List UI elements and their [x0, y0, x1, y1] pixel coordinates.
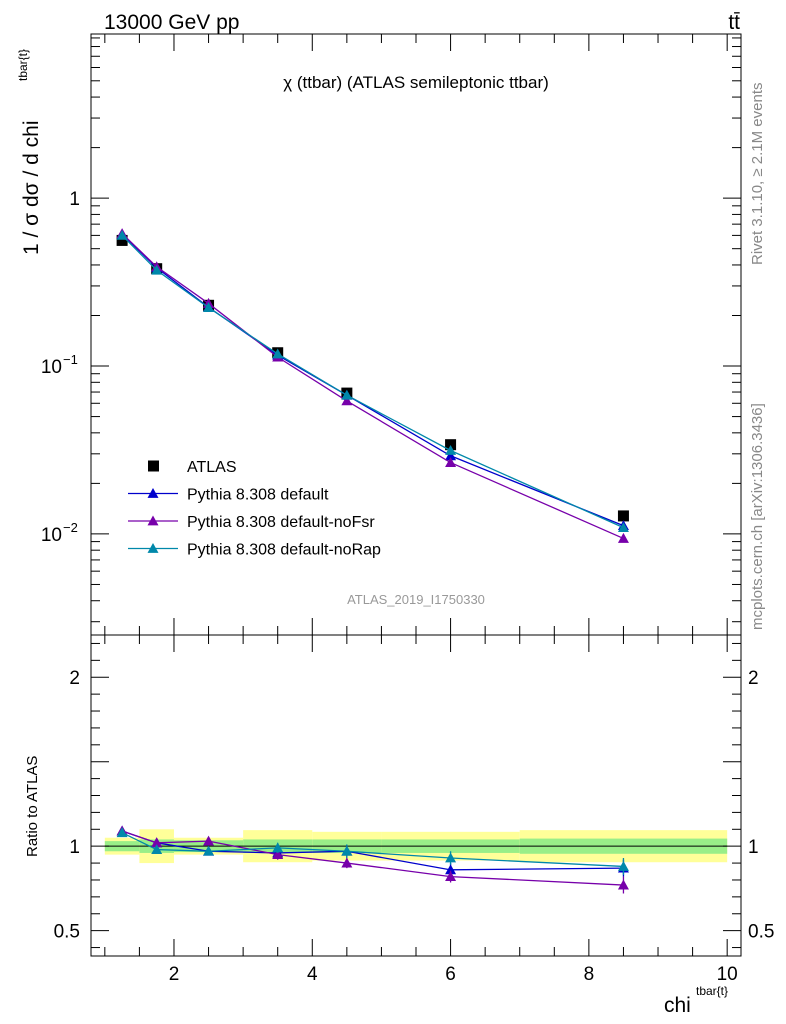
series-marker	[445, 450, 457, 461]
x-tick-labels: 2 4 6 8 10	[169, 964, 738, 985]
ratio-y-axis-label: Ratio to ATLAS	[24, 756, 41, 857]
series-marker	[617, 532, 629, 543]
x-axis-label-text: chi	[664, 994, 691, 1017]
ratio-marker	[341, 857, 353, 868]
legend-item: ATLAS	[148, 459, 237, 476]
header-right-text: tt̄	[728, 11, 740, 34]
ratio-marker	[272, 842, 284, 853]
x-tick-label: 6	[445, 964, 456, 985]
legend-marker	[148, 460, 159, 472]
series-marker	[341, 389, 353, 400]
ratio-marker	[341, 845, 353, 856]
ratio-marker	[617, 860, 629, 871]
x-axis-label: chi tbar{t}	[664, 984, 728, 1017]
legend: ATLAS Pythia 8.308 default Pythia 8.308 de…	[128, 459, 381, 559]
x-tick-label: 10	[717, 964, 738, 985]
ratio-y-tick-label: 2	[69, 668, 80, 689]
ratio-y-tick-labels: 0.5 0.5 1 1 2 2	[54, 668, 775, 942]
ratio-y-tick-label: 1	[69, 837, 80, 858]
header-left-text: 13000 GeV pp	[104, 11, 239, 34]
series-marker	[116, 229, 128, 240]
legend-item: Pythia 8.308 default-noFsr	[128, 514, 375, 531]
ratio-y-tick-label-right: 1	[748, 837, 759, 858]
ratio-marker	[272, 849, 284, 860]
legend-marker	[147, 515, 159, 526]
legend-marker	[147, 488, 159, 498]
legend-marker	[147, 543, 159, 553]
ratio-marker	[203, 845, 215, 856]
rivet-version-text: Rivet 3.1.10, ≥ 2.1M events	[749, 83, 766, 266]
main-y-tick-exponent: −1	[63, 352, 78, 367]
x-tick-label: 2	[169, 964, 180, 985]
series-marker	[151, 264, 163, 275]
series-marker	[617, 522, 629, 533]
main-series	[116, 228, 629, 543]
series-marker	[445, 457, 457, 467]
main-y-tick-label: 1	[69, 189, 80, 210]
ratio-marker	[151, 844, 163, 854]
data-point	[445, 439, 457, 451]
ratio-marker	[445, 864, 457, 875]
ratio-y-tick-label-right: 0.5	[748, 922, 774, 943]
legend-item: Pythia 8.308 default-noRap	[128, 542, 381, 559]
ratio-panel: 0.5 0.5 1 1 2 2 2 4 6 8 10 Ratio to ATLAS chi tba…	[24, 634, 775, 1017]
ratio-marker	[151, 837, 163, 848]
ratio-y-tick-label: 0.5	[54, 922, 80, 943]
main-y-axis-label-text: 1 / σ dσ / d chi	[20, 121, 43, 255]
ratio-plot-frame	[90, 634, 742, 957]
main-panel: 110−110−2 χ (ttbar) (ATLAS semileptonic …	[16, 33, 742, 636]
series-marker	[203, 302, 215, 312]
ratio-y-tick-label-right: 2	[748, 668, 759, 689]
series-line	[121, 233, 624, 527]
main-title: χ (ttbar) (ATLAS semileptonic ttbar)	[283, 73, 549, 92]
watermark: ATLAS_2019_I1750330	[347, 592, 485, 607]
legend-label: Pythia 8.308 default	[187, 487, 329, 504]
main-y-tick-exponent: −2	[63, 520, 78, 535]
legend-label: Pythia 8.308 default-noRap	[187, 542, 381, 559]
ratio-axis-ticks	[91, 635, 741, 956]
ratio-marker	[445, 871, 457, 881]
ratio-marker	[203, 835, 215, 846]
legend-item: Pythia 8.308 default	[128, 487, 329, 504]
ratio-series	[116, 825, 629, 894]
main-axis-ticks	[91, 34, 741, 635]
series-1	[116, 228, 629, 531]
ratio-marker	[116, 827, 128, 838]
series-marker	[341, 395, 353, 406]
main-y-tick-label: 10	[41, 525, 62, 546]
legend-label: Pythia 8.308 default-noFsr	[187, 514, 375, 531]
ratio-marker	[445, 852, 457, 863]
data-point	[617, 510, 629, 522]
main-y-tick-label: 10	[41, 357, 62, 378]
x-tick-label: 4	[307, 964, 318, 985]
series-line	[121, 234, 624, 529]
x-tick-label: 8	[584, 964, 595, 985]
legend-label: ATLAS	[187, 459, 237, 476]
data-point	[116, 234, 128, 246]
series-3	[116, 229, 629, 533]
series-marker	[272, 348, 284, 359]
series-marker	[445, 444, 457, 455]
x-axis-label-sup: tbar{t}	[696, 984, 728, 998]
ratio-marker	[617, 879, 629, 890]
mcplots-text: mcplots.cern.ch [arXiv:1306.3436]	[749, 403, 766, 630]
ratio-series-2	[116, 827, 629, 875]
main-y-axis-label-sup: tbar{t}	[16, 49, 30, 81]
series-0	[116, 234, 629, 522]
main-y-axis-label: 1 / σ dσ / d chi tbar{t}	[16, 49, 43, 255]
main-y-tick-labels: 110−110−2	[41, 189, 80, 546]
